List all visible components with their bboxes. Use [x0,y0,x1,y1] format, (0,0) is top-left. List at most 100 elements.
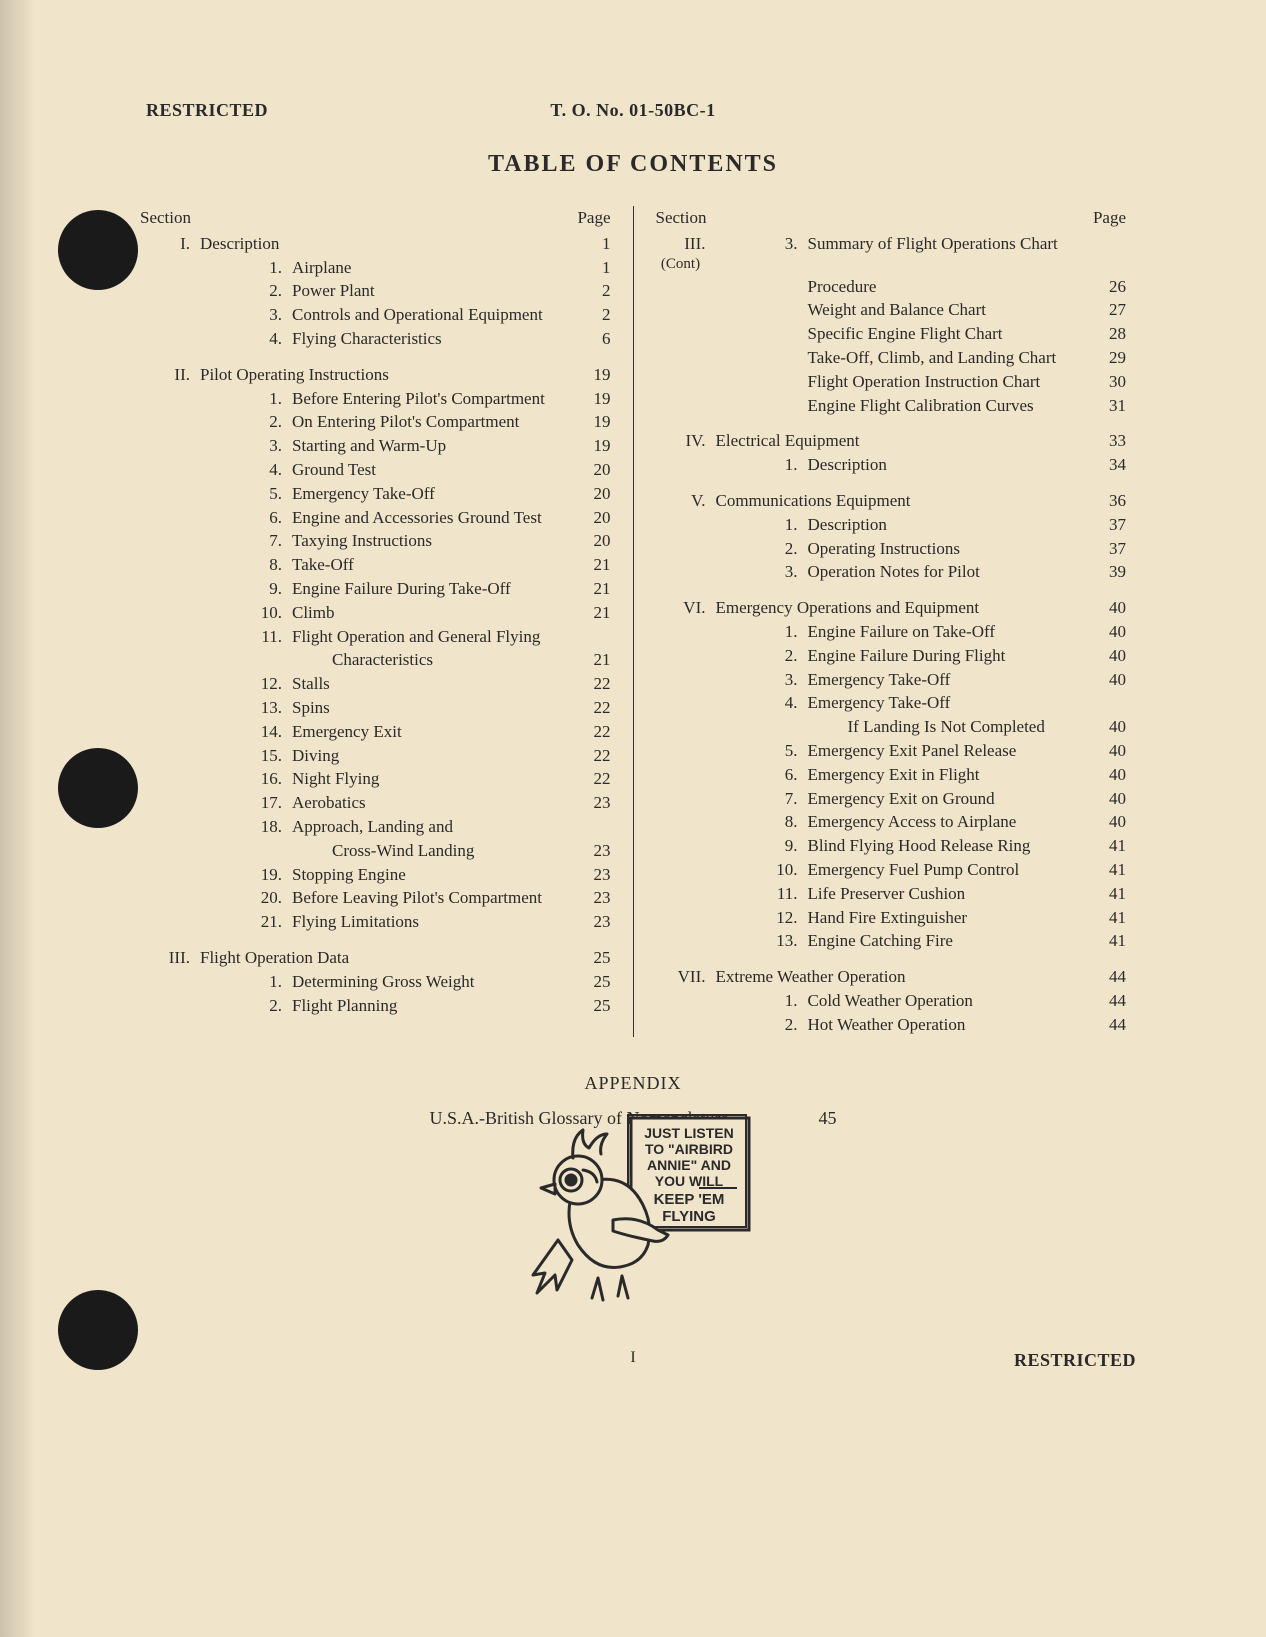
item-number: 20. [250,886,292,910]
item-page: 27 [1092,298,1126,322]
toc-item-row: 8.Take-Off21 [140,553,611,577]
item-number: 3. [250,434,292,458]
item-title: Emergency Exit on Ground [808,787,1093,811]
toc-item-row: 3.Operation Notes for Pilot39 [656,560,1127,584]
item-page: 6 [577,327,611,351]
item-number: 3. [766,560,808,584]
item-title: Stopping Engine [292,863,577,887]
toc-item-row: 4.Emergency Take-Off [656,691,1127,715]
item-number: 13. [250,696,292,720]
item-title: Emergency Exit Panel Release [808,739,1093,763]
item-page: 25 [577,970,611,994]
label-section: Section [656,206,726,230]
toc-item-row: Specific Engine Flight Chart28 [656,322,1127,346]
toc-item-row: 3.Controls and Operational Equipment2 [140,303,611,327]
toc-item-row: 10.Climb21 [140,601,611,625]
toc-section-row: II.Pilot Operating Instructions19 [140,363,611,387]
section-title: Communications Equipment [716,489,1093,513]
item-page: 39 [1092,560,1126,584]
item-page: 21 [577,577,611,601]
item-number: 2. [766,644,808,668]
item-page: 2 [577,279,611,303]
item-number: 4. [250,327,292,351]
item-title: Determining Gross Weight [292,970,577,994]
item-number: 11. [766,882,808,906]
item-title-cont: Cross-Wind Landing [292,839,577,863]
item-title: Engine Failure on Take-Off [808,620,1093,644]
toc-item-row: 21.Flying Limitations23 [140,910,611,934]
toc-item-row: 19.Stopping Engine23 [140,863,611,887]
item-title: Life Preserver Cushion [808,882,1093,906]
item-page: 23 [577,910,611,934]
item-page: 20 [577,506,611,530]
toc-item-row: Take-Off, Climb, and Landing Chart29 [656,346,1127,370]
item-title: Flight Operation Instruction Chart [808,370,1093,394]
item-page: 37 [1092,537,1126,561]
toc-item-row: 3.Emergency Take-Off40 [656,668,1127,692]
item-page: 22 [577,767,611,791]
item-page: 20 [577,529,611,553]
toc-item-row: 12.Stalls22 [140,672,611,696]
item-page: 23 [577,886,611,910]
item-page: 26 [1092,275,1126,299]
item-title: Night Flying [292,767,577,791]
item-page: 40 [1092,715,1126,739]
item-title: Blind Flying Hood Release Ring [808,834,1093,858]
section-page: 19 [577,363,611,387]
item-page: 41 [1092,834,1126,858]
col-head: Section Page [140,206,611,230]
toc-item-row: 11.Flight Operation and General Flying [140,625,611,649]
section-title: Flight Operation Data [200,946,577,970]
page: RESTRICTED T. O. No. 01-50BC-1 TABLE OF … [0,0,1266,1637]
item-number: 2. [766,1013,808,1037]
section-roman: IV. [656,429,716,453]
item-number: 7. [250,529,292,553]
item-page: 19 [577,410,611,434]
toc-item-row: 10.Emergency Fuel Pump Control41 [656,858,1127,882]
item-title: Description [808,513,1093,537]
toc-item-row: 2.Operating Instructions37 [656,537,1127,561]
item-number: 1. [250,256,292,280]
item-number: 1. [250,387,292,411]
item-title: Starting and Warm-Up [292,434,577,458]
section-roman: III. [140,946,200,970]
item-title: Operating Instructions [808,537,1093,561]
toc-item-row: 7.Taxying Instructions20 [140,529,611,553]
toc-item-row: 3.Starting and Warm-Up19 [140,434,611,458]
item-number: 3. [766,232,808,256]
item-number: 15. [250,744,292,768]
item-title-cont: If Landing Is Not Completed [808,715,1093,739]
item-number: 6. [766,763,808,787]
item-page: 28 [1092,322,1126,346]
item-page: 37 [1092,513,1126,537]
item-page: 40 [1092,620,1126,644]
section-page: 25 [577,946,611,970]
item-title: Emergency Take-Off [808,691,1093,715]
toc-left-column: Section Page I.Description11.Airplane12.… [140,206,611,1037]
item-number: 14. [250,720,292,744]
item-page: 22 [577,744,611,768]
toc-item-row: 13.Engine Catching Fire41 [656,929,1127,953]
item-title: Procedure [808,275,1093,299]
toc-section-row: VII.Extreme Weather Operation44 [656,965,1127,989]
toc-item-row: 4.Ground Test20 [140,458,611,482]
item-number: 12. [766,906,808,930]
item-number: 3. [766,668,808,692]
cartoon-illustration: JUST LISTEN TO "AIRBIRD ANNIE" AND YOU W… [503,1110,763,1310]
section-roman: I. [140,232,200,256]
toc-section-row: V.Communications Equipment36 [656,489,1127,513]
item-title: Climb [292,601,577,625]
toc-item-row: 17.Aerobatics23 [140,791,611,815]
item-number: 18. [250,815,292,839]
item-page: 21 [577,601,611,625]
item-number: 8. [250,553,292,577]
label-section: Section [140,206,210,230]
item-title: Engine Catching Fire [808,929,1093,953]
toc-item-row: 1.Engine Failure on Take-Off40 [656,620,1127,644]
item-title: Specific Engine Flight Chart [808,322,1093,346]
item-title: Controls and Operational Equipment [292,303,577,327]
item-title: Summary of Flight Operations Chart [808,232,1093,256]
item-title: Emergency Exit [292,720,577,744]
item-page: 22 [577,696,611,720]
toc-right-column: Section Page III.3.Summary of Flight Ope… [656,206,1127,1037]
